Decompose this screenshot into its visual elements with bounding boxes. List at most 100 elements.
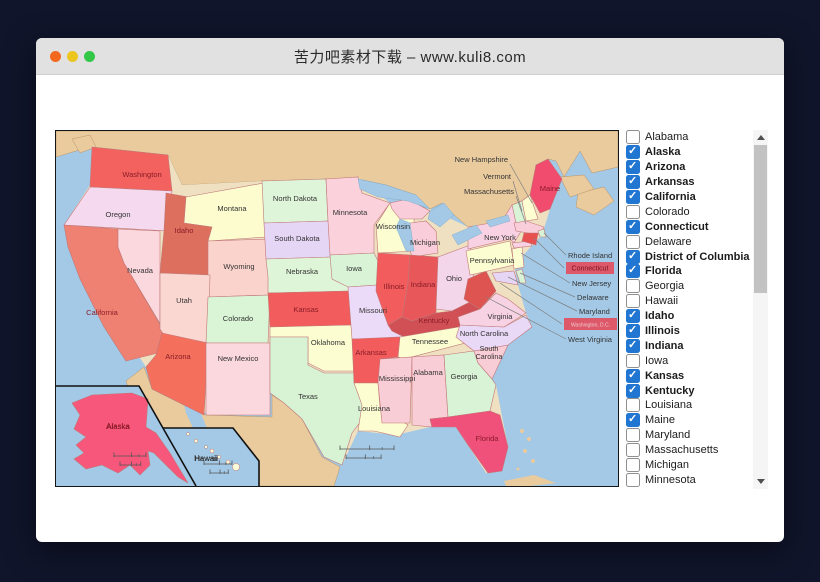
- checkbox-maine[interactable]: [626, 412, 640, 428]
- checkbox-minnesota[interactable]: [626, 472, 640, 487]
- state-texas[interactable]: [269, 336, 369, 466]
- checkbox-california[interactable]: [626, 189, 640, 204]
- state-list-row-iowa[interactable]: Iowa: [626, 353, 752, 368]
- state-maryland[interactable]: [491, 270, 519, 286]
- us-map-canvas[interactable]: Washington Oregon California Nevada Idaho Mon…: [55, 130, 619, 487]
- bahamas-island: [516, 467, 520, 471]
- state-list-row-kansas[interactable]: Kansas: [626, 368, 752, 383]
- checkbox-delaware[interactable]: [626, 234, 640, 249]
- map-label-nebraska: Nebraska: [286, 267, 319, 276]
- canada-landmass: [575, 186, 615, 216]
- state-list-row-idaho[interactable]: Idaho: [626, 308, 752, 324]
- map-label-montana: Montana: [217, 204, 247, 213]
- state-hawaii[interactable]: [204, 445, 208, 449]
- state-list-row-maine[interactable]: Maine: [626, 412, 752, 428]
- map-label-virginia: Virginia: [488, 312, 514, 321]
- checkbox-maryland[interactable]: [626, 428, 640, 443]
- state-list-row-massachusetts[interactable]: Massachusetts: [626, 443, 752, 458]
- state-list-row-district-of-columbia[interactable]: District of Columbia: [626, 249, 752, 264]
- map-label-texas: Texas: [298, 392, 318, 401]
- map-label-idaho: Idaho: [175, 226, 194, 235]
- checkbox-louisiana[interactable]: [626, 398, 640, 413]
- checkbox-arizona[interactable]: [626, 159, 640, 175]
- state-list-row-connecticut[interactable]: Connecticut: [626, 219, 752, 234]
- state-checkbox-list[interactable]: Alabama Alaska Arizona Arkansas California Co…: [626, 130, 752, 488]
- inset-label-alaska: Alaska: [106, 422, 131, 431]
- checkbox-illinois[interactable]: [626, 323, 640, 339]
- map-label-north-dakota: North Dakota: [273, 194, 318, 203]
- great-lake: [427, 202, 455, 228]
- map-label-wyoming: Wyoming: [223, 262, 254, 271]
- checkbox-label-kentucky: Kentucky: [645, 384, 695, 397]
- checkbox-district-of-columbia[interactable]: [626, 249, 640, 264]
- leader-label-connecticut: Connecticut: [572, 266, 609, 273]
- state-florida[interactable]: [429, 410, 509, 474]
- checkbox-label-michigan: Michigan: [645, 459, 690, 472]
- state-mississippi[interactable]: [377, 356, 413, 424]
- checkbox-label-arizona: Arizona: [645, 161, 686, 174]
- state-list-row-alabama[interactable]: Alabama: [626, 130, 752, 145]
- state-alabama[interactable]: [411, 354, 449, 428]
- state-list-row-michigan[interactable]: Michigan: [626, 458, 752, 473]
- state-list-row-minnesota[interactable]: Minnesota: [626, 472, 752, 487]
- state-utah[interactable]: [159, 272, 211, 344]
- checkbox-arkansas[interactable]: [626, 174, 640, 190]
- checkbox-iowa[interactable]: [626, 353, 640, 368]
- scroll-up-arrow[interactable]: [753, 130, 768, 145]
- checkbox-michigan[interactable]: [626, 458, 640, 473]
- state-list-row-hawaii[interactable]: Hawaii: [626, 294, 752, 309]
- checkbox-florida[interactable]: [626, 263, 640, 279]
- state-list-row-louisiana[interactable]: Louisiana: [626, 398, 752, 413]
- state-new-mexico[interactable]: [205, 342, 271, 416]
- state-hawaii[interactable]: [232, 463, 240, 471]
- state-connecticut[interactable]: [521, 232, 539, 246]
- state-hawaii[interactable]: [217, 455, 221, 459]
- checkbox-georgia[interactable]: [626, 279, 640, 294]
- close-button[interactable]: [50, 50, 61, 62]
- checkbox-kentucky[interactable]: [626, 383, 640, 398]
- state-delaware[interactable]: [515, 268, 527, 284]
- checkbox-hawaii[interactable]: [626, 294, 640, 309]
- state-list-row-illinois[interactable]: Illinois: [626, 323, 752, 339]
- scroll-down-arrow[interactable]: [753, 474, 768, 489]
- state-list-row-kentucky[interactable]: Kentucky: [626, 383, 752, 398]
- state-list-row-california[interactable]: California: [626, 189, 752, 205]
- checkbox-colorado[interactable]: [626, 204, 640, 219]
- state-new-jersey[interactable]: [511, 246, 525, 270]
- state-rhode-island[interactable]: [537, 228, 547, 238]
- list-scrollbar[interactable]: [753, 130, 768, 489]
- leader-line: [543, 232, 567, 256]
- state-maine[interactable]: [529, 158, 563, 214]
- state-new-hampshire[interactable]: [521, 194, 539, 222]
- canada-landmass: [71, 134, 97, 154]
- maximize-button[interactable]: [84, 50, 95, 62]
- state-list-row-indiana[interactable]: Indiana: [626, 338, 752, 353]
- state-alaska[interactable]: [71, 392, 189, 484]
- state-list-row-colorado[interactable]: Colorado: [626, 204, 752, 219]
- state-list-row-georgia[interactable]: Georgia: [626, 279, 752, 294]
- checkbox-alaska[interactable]: [626, 144, 640, 160]
- checkbox-indiana[interactable]: [626, 338, 640, 353]
- state-hawaii[interactable]: [225, 459, 231, 465]
- state-list-row-florida[interactable]: Florida: [626, 263, 752, 279]
- map-label-nevada: Nevada: [127, 266, 154, 275]
- leader-line: [533, 237, 565, 269]
- state-list-row-alaska[interactable]: Alaska: [626, 144, 752, 160]
- title-bar[interactable]: 苦力吧素材下载 – www.kuli8.com: [36, 38, 784, 75]
- checkbox-kansas[interactable]: [626, 368, 640, 383]
- leader-label-new-jersey: New Jersey: [572, 279, 611, 288]
- checkbox-alabama[interactable]: [626, 130, 640, 145]
- state-list-row-arizona[interactable]: Arizona: [626, 159, 752, 175]
- state-hawaii[interactable]: [186, 432, 190, 436]
- state-list-row-delaware[interactable]: Delaware: [626, 234, 752, 249]
- state-list-row-maryland[interactable]: Maryland: [626, 428, 752, 443]
- state-hawaii[interactable]: [193, 438, 199, 444]
- checkbox-idaho[interactable]: [626, 308, 640, 324]
- state-list-row-arkansas[interactable]: Arkansas: [626, 174, 752, 190]
- state-hawaii[interactable]: [209, 448, 215, 454]
- scrollbar-thumb[interactable]: [754, 145, 767, 293]
- checkbox-label-alabama: Alabama: [645, 131, 689, 144]
- minimize-button[interactable]: [67, 50, 78, 62]
- checkbox-connecticut[interactable]: [626, 219, 640, 234]
- checkbox-massachusetts[interactable]: [626, 443, 640, 458]
